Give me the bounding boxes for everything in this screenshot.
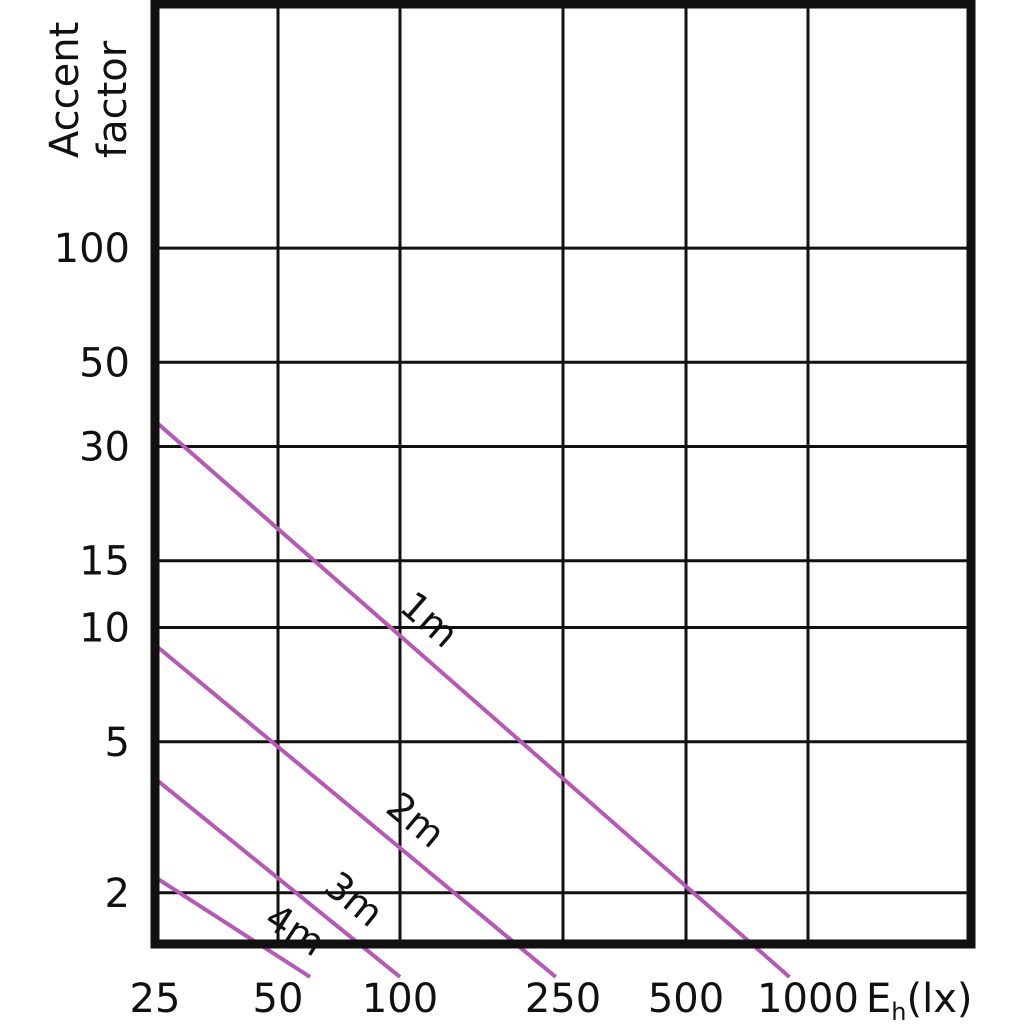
y-tick-label: 2 [105, 871, 130, 917]
y-tick-label: 30 [79, 424, 130, 470]
x-axis-label-subscript: h [891, 998, 906, 1024]
plot-frame [150, 0, 976, 949]
grid [155, 4, 971, 944]
x-axis-label-main: E [866, 976, 891, 1022]
x-tick-label: 50 [253, 976, 304, 1022]
y-axis-label-line1: Accent [42, 22, 88, 158]
y-tick-label: 10 [79, 606, 130, 652]
series-label-1m: 1m [392, 583, 467, 656]
y-tick-label: 100 [54, 226, 130, 272]
x-tick-labels: 25 50 100 250 500 1000 [130, 976, 859, 1022]
x-tick-label: 500 [648, 976, 724, 1022]
series-line-2m [153, 643, 558, 979]
y-tick-label: 5 [105, 720, 130, 766]
y-tick-label: 50 [79, 340, 130, 386]
x-axis-label-unit: (lx) [907, 976, 973, 1022]
x-tick-label: 25 [130, 976, 181, 1022]
series-line-4m [153, 875, 312, 979]
y-axis-label-line2: factor [90, 40, 136, 158]
series-label-4m: 4m [257, 895, 332, 965]
x-tick-label: 1000 [757, 976, 859, 1022]
x-tick-label: 250 [525, 976, 601, 1022]
x-tick-label: 100 [362, 976, 438, 1022]
x-axis-label: Eh(lx) [866, 976, 973, 1024]
y-tick-label: 15 [79, 539, 130, 585]
y-tick-labels: 100 50 30 15 10 5 2 [54, 226, 130, 917]
series-line-1m [153, 419, 791, 979]
series-label-2m: 2m [378, 784, 453, 857]
